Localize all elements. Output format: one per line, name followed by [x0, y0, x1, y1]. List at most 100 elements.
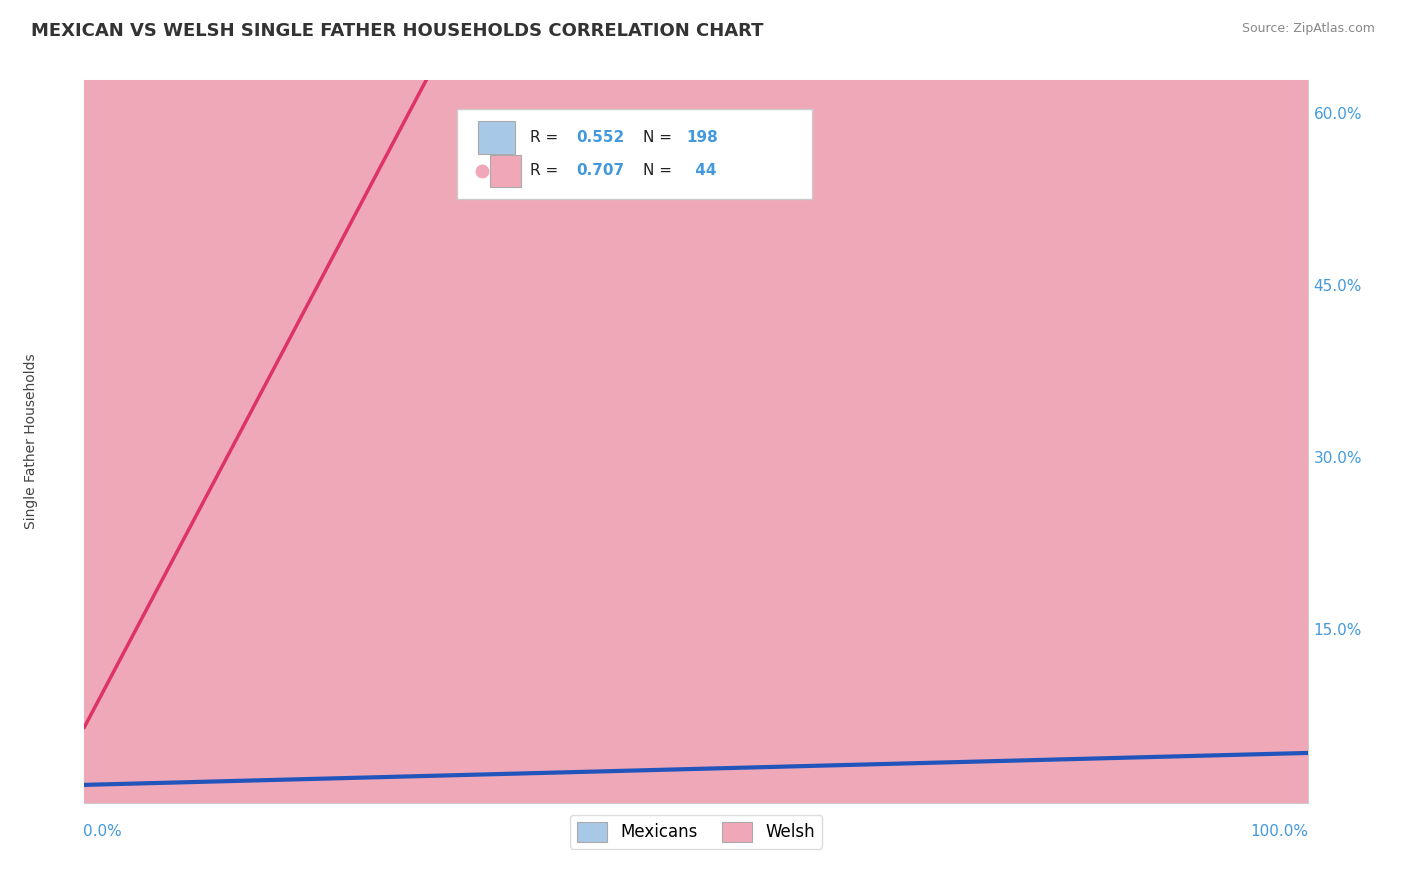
Text: 44: 44 [690, 163, 716, 178]
Text: 30.0%: 30.0% [1313, 451, 1362, 467]
Point [627, 741, 650, 756]
Point [166, 769, 188, 783]
Point [231, 310, 253, 325]
Text: 15.0%: 15.0% [1313, 624, 1362, 639]
Point [637, 774, 659, 789]
Point [506, 778, 529, 792]
Point [877, 739, 900, 753]
Point [640, 764, 662, 778]
Legend: Mexicans, Welsh: Mexicans, Welsh [569, 815, 823, 848]
Point [524, 769, 547, 783]
Point [581, 771, 603, 785]
Point [315, 765, 337, 780]
Point [1098, 747, 1121, 761]
Point [411, 768, 433, 782]
Text: ZIP: ZIP [368, 412, 592, 529]
Point [236, 774, 259, 789]
Point [157, 787, 180, 801]
Point [713, 761, 735, 775]
Point [232, 463, 254, 477]
Point [879, 763, 901, 777]
Point [596, 754, 619, 768]
Point [1133, 760, 1156, 774]
Point [83, 784, 105, 798]
Text: N =: N = [644, 130, 678, 145]
Point [953, 767, 976, 781]
Point [195, 509, 218, 524]
Text: 0.552: 0.552 [576, 130, 624, 145]
Point [980, 746, 1002, 760]
Point [515, 775, 537, 789]
Point [183, 482, 205, 496]
Point [138, 778, 160, 792]
Point [1047, 731, 1070, 745]
Point [950, 765, 973, 780]
Point [714, 764, 737, 779]
Point [773, 755, 796, 769]
Point [536, 748, 558, 763]
Point [1052, 755, 1074, 769]
Point [1185, 750, 1208, 764]
Text: 0.707: 0.707 [576, 163, 624, 178]
Point [1062, 738, 1084, 752]
Point [898, 771, 921, 785]
Point [585, 774, 607, 789]
Point [1223, 742, 1246, 756]
Point [136, 586, 159, 600]
Point [526, 768, 548, 782]
Point [77, 739, 100, 754]
Point [87, 678, 110, 692]
Point [510, 763, 533, 777]
Point [1111, 762, 1133, 776]
Text: Single Father Households: Single Father Households [24, 354, 38, 529]
Point [1225, 752, 1247, 766]
Point [411, 754, 433, 768]
Point [357, 776, 380, 790]
Point [470, 764, 492, 778]
Point [412, 780, 434, 795]
Point [1270, 741, 1292, 756]
Point [295, 772, 318, 787]
Point [589, 772, 612, 786]
Point [294, 760, 316, 774]
Point [626, 773, 648, 788]
Point [1144, 755, 1167, 769]
Point [361, 773, 384, 788]
Text: atlas: atlas [598, 438, 834, 532]
Point [157, 563, 180, 577]
Point [80, 764, 103, 779]
Point [276, 779, 298, 793]
Point [925, 764, 948, 779]
Text: 198: 198 [686, 130, 718, 145]
Point [896, 757, 918, 772]
Text: MEXICAN VS WELSH SINGLE FATHER HOUSEHOLDS CORRELATION CHART: MEXICAN VS WELSH SINGLE FATHER HOUSEHOLD… [31, 22, 763, 40]
Point [342, 555, 364, 569]
Point [1222, 743, 1244, 757]
Point [84, 755, 107, 769]
Point [710, 752, 733, 766]
Point [1021, 762, 1043, 776]
Point [1212, 762, 1234, 776]
Point [98, 690, 121, 704]
Point [354, 759, 377, 773]
Point [505, 744, 527, 758]
Point [1014, 764, 1036, 778]
Point [238, 764, 260, 779]
Point [221, 786, 243, 800]
Point [96, 725, 118, 739]
Point [426, 764, 449, 778]
Point [440, 780, 463, 794]
Text: R =: R = [530, 130, 562, 145]
Point [129, 597, 152, 611]
Point [93, 673, 115, 688]
Point [991, 762, 1014, 776]
Point [409, 778, 432, 792]
Point [613, 755, 636, 769]
Text: 45.0%: 45.0% [1313, 279, 1362, 294]
Point [716, 772, 738, 787]
Point [645, 756, 668, 770]
Point [79, 736, 101, 750]
Point [335, 770, 357, 784]
Point [1185, 756, 1208, 770]
Point [235, 773, 257, 788]
